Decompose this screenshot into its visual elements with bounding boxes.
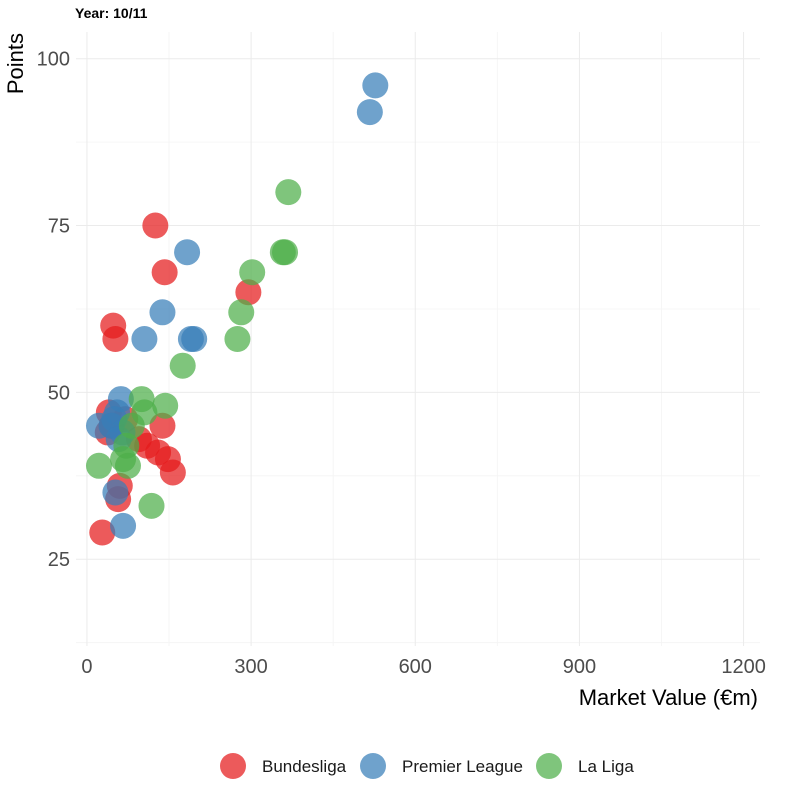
x-tick-label: 900 bbox=[563, 656, 596, 678]
y-axis-title: Points bbox=[3, 33, 28, 94]
x-tick-label: 0 bbox=[81, 656, 92, 678]
legend: Bundesliga Premier League La Liga bbox=[220, 753, 634, 779]
y-tick-label: 75 bbox=[48, 216, 70, 238]
legend-swatch bbox=[360, 753, 386, 779]
legend-item-premier-league: Premier League bbox=[360, 753, 523, 779]
x-axis-title: Market Value (€m) bbox=[579, 685, 758, 710]
data-point bbox=[224, 326, 251, 352]
data-point bbox=[181, 326, 208, 352]
data-point bbox=[356, 99, 383, 126]
y-tick-label: 100 bbox=[37, 49, 70, 71]
x-tick-label: 300 bbox=[234, 656, 267, 678]
data-point bbox=[118, 412, 145, 439]
x-tick-label: 600 bbox=[399, 656, 432, 678]
series-la-liga bbox=[85, 179, 302, 519]
data-point bbox=[272, 239, 299, 266]
y-tick-label: 50 bbox=[48, 382, 70, 404]
data-point bbox=[149, 299, 176, 326]
data-point bbox=[235, 279, 262, 306]
x-tick-label: 1200 bbox=[721, 656, 766, 678]
legend-item-la-liga: La Liga bbox=[536, 753, 634, 779]
legend-item-bundesliga: Bundesliga bbox=[220, 753, 347, 779]
data-point bbox=[159, 459, 186, 486]
legend-label: Bundesliga bbox=[262, 757, 347, 776]
axis-ticks: 0 300 600 900 1200 25 50 75 100 bbox=[37, 49, 766, 678]
legend-swatch bbox=[220, 753, 246, 779]
data-point bbox=[174, 239, 201, 266]
data-point bbox=[228, 299, 255, 326]
data-point bbox=[151, 259, 178, 286]
data-points bbox=[85, 72, 389, 546]
data-point bbox=[275, 179, 302, 206]
data-point bbox=[102, 326, 129, 352]
legend-label: Premier League bbox=[402, 757, 523, 776]
data-point bbox=[138, 492, 165, 519]
data-point bbox=[152, 392, 179, 419]
data-point bbox=[149, 412, 176, 439]
data-point bbox=[102, 479, 129, 506]
legend-swatch bbox=[536, 753, 562, 779]
data-point bbox=[169, 352, 196, 379]
data-point bbox=[114, 452, 141, 479]
chart-title: Year: 10/11 bbox=[75, 5, 148, 21]
data-point bbox=[85, 452, 112, 479]
data-point bbox=[142, 212, 169, 239]
data-point bbox=[89, 519, 116, 546]
y-tick-label: 25 bbox=[48, 549, 70, 571]
data-point bbox=[362, 72, 389, 99]
grid-lines bbox=[76, 32, 760, 646]
data-point bbox=[239, 259, 266, 286]
data-point bbox=[110, 512, 137, 539]
data-point bbox=[131, 326, 158, 352]
legend-label: La Liga bbox=[578, 757, 634, 776]
